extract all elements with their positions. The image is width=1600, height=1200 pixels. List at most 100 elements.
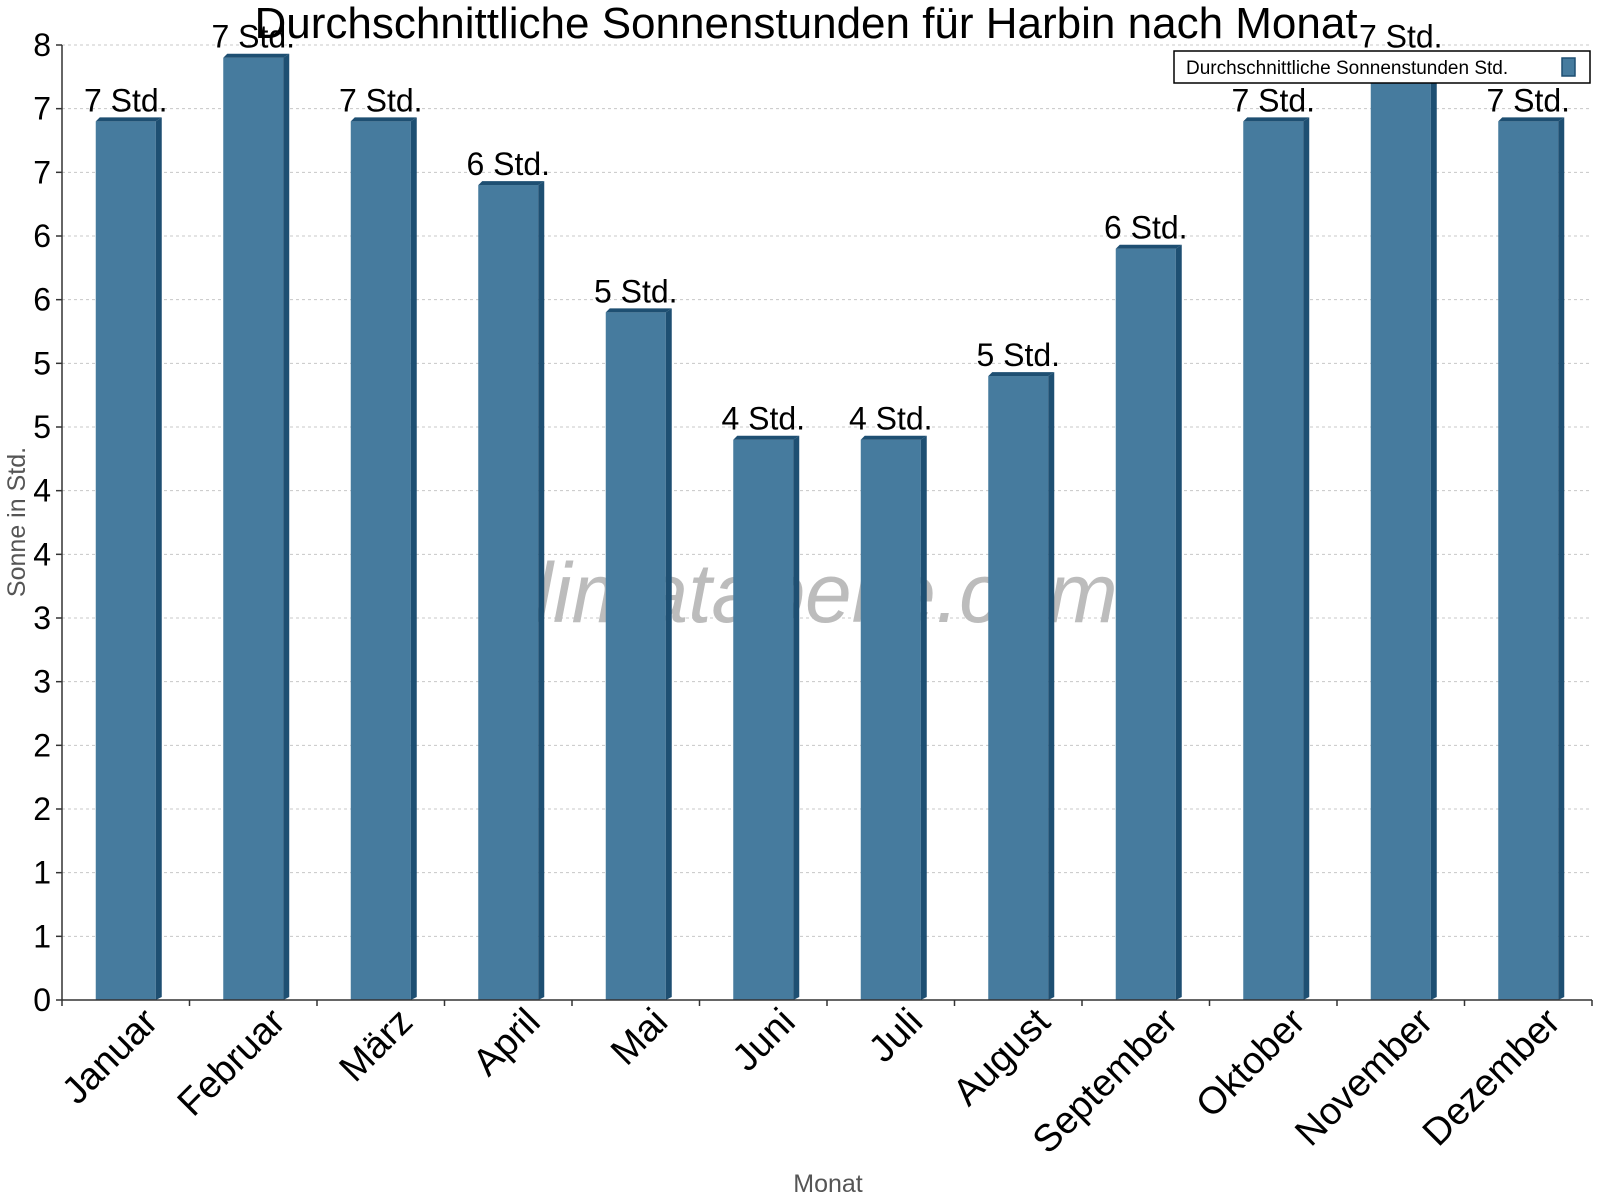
y-tick-label: 5 (33, 409, 51, 445)
bar-top (1243, 117, 1310, 122)
y-tick-label: 2 (33, 727, 51, 763)
bar-front (1115, 248, 1176, 1000)
bar-top (95, 117, 162, 122)
bar (1243, 117, 1310, 1000)
bar (733, 435, 800, 1000)
bar (605, 308, 672, 1000)
y-tick-label: 0 (33, 982, 51, 1018)
legend-swatch (1561, 57, 1576, 77)
bar-side (538, 181, 545, 1001)
y-tick-label: 6 (33, 218, 51, 254)
bar (478, 181, 545, 1001)
bar-front (1243, 121, 1304, 1000)
x-ticks: Januar Februar März April Mai Juni Juli AugustS… (54, 1000, 1593, 1162)
y-tick-label: 2 (33, 791, 51, 827)
bar-front (605, 312, 666, 1000)
data-label: 5 Std. (594, 273, 678, 309)
y-ticks: 0 1 1 2 2 3 3 4 4 5 5 6 6 7 7 8 (33, 27, 62, 1018)
data-label: 4 Std. (849, 401, 933, 437)
bar-top (223, 53, 290, 58)
x-tick-label: November (1287, 1000, 1441, 1154)
x-tick-label: Juni (725, 1001, 804, 1080)
legend-label: Durchschnittliche Sonnenstunden Std. (1186, 58, 1508, 79)
x-tick-label: Oktober (1188, 1000, 1314, 1126)
bar-front (860, 439, 921, 1000)
bar-top (478, 181, 545, 186)
bar-top (733, 435, 800, 440)
bar-side (1303, 117, 1310, 1000)
x-tick-label: Dezember (1415, 1000, 1569, 1154)
axes (61, 45, 1592, 1001)
bars (95, 53, 1565, 1001)
y-tick-label: 5 (33, 345, 51, 381)
grid (62, 44, 1592, 937)
bar-side (665, 308, 672, 1000)
legend: Durchschnittliche Sonnenstunden Std. (1173, 50, 1591, 84)
data-label: 7 Std. (1486, 82, 1570, 118)
bar (95, 117, 162, 1000)
bar-side (793, 435, 800, 1000)
x-tick-label: Mai (603, 1001, 676, 1074)
bar-front (478, 185, 539, 1001)
data-label: 7 Std. (211, 19, 295, 55)
y-tick-label: 1 (33, 918, 51, 954)
x-tick-label: April (465, 1001, 548, 1084)
legend-box (1173, 50, 1591, 84)
bar-side (1048, 372, 1055, 1001)
y-tick-label: 7 (33, 91, 51, 127)
data-label: 5 Std. (976, 337, 1060, 373)
data-label: 6 Std. (466, 146, 550, 182)
bar (860, 435, 927, 1000)
bar-top (860, 435, 927, 440)
bar (1498, 117, 1565, 1000)
x-tick-label: Februar (170, 1000, 294, 1124)
data-label: 7 Std. (1359, 19, 1443, 55)
bar-front (733, 439, 794, 1000)
y-tick-label: 8 (33, 27, 51, 63)
x-tick-label: Juli (861, 1001, 931, 1071)
y-tick-label: 3 (33, 600, 51, 636)
y-tick-label: 3 (33, 664, 51, 700)
bar-side (155, 117, 162, 1000)
data-label: 7 Std. (1231, 82, 1315, 118)
bar-top (1498, 117, 1565, 122)
x-tick-label: Januar (54, 1000, 166, 1112)
data-label: 6 Std. (1104, 210, 1188, 246)
bar-side (1558, 117, 1565, 1000)
y-tick-label: 4 (33, 536, 51, 572)
bar (350, 117, 417, 1000)
y-tick-label: 4 (33, 473, 51, 509)
bar-side (920, 435, 927, 1000)
bar-side (283, 53, 290, 1000)
bar (988, 372, 1055, 1001)
bar-front (1498, 121, 1559, 1000)
bar-front (95, 121, 156, 1000)
data-label: 7 Std. (339, 82, 423, 118)
bar-top (350, 117, 417, 122)
y-tick-label: 1 (33, 855, 51, 891)
x-tick-label: August (945, 1000, 1059, 1114)
y-tick-label: 6 (33, 282, 51, 318)
y-axis-label: Sonne in Std. (3, 447, 31, 597)
chart-title: Durchschnittliche Sonnenstunden für Harb… (254, 0, 1357, 48)
bar (223, 53, 290, 1000)
bar-top (605, 308, 672, 313)
bar-front (988, 376, 1049, 1001)
bar-top (1115, 244, 1182, 249)
x-tick-label: März (332, 1001, 421, 1090)
bar-side (410, 117, 417, 1000)
data-label: 4 Std. (721, 401, 805, 437)
x-axis-label: Monat (793, 1170, 863, 1198)
y-tick-label: 7 (33, 154, 51, 190)
bar-side (1175, 244, 1182, 1000)
bar-front (223, 57, 284, 1000)
bar-top (988, 372, 1055, 377)
bar-front (350, 121, 411, 1000)
data-labels: 7 Std. 7 Std. 7 Std. 6 Std. 5 Std. 4 Std. 4 St… (84, 19, 1570, 437)
bar (1370, 53, 1437, 1000)
bar-side (1430, 53, 1437, 1000)
bar (1115, 244, 1182, 1000)
data-label: 7 Std. (84, 82, 168, 118)
bar-front (1370, 57, 1431, 1000)
